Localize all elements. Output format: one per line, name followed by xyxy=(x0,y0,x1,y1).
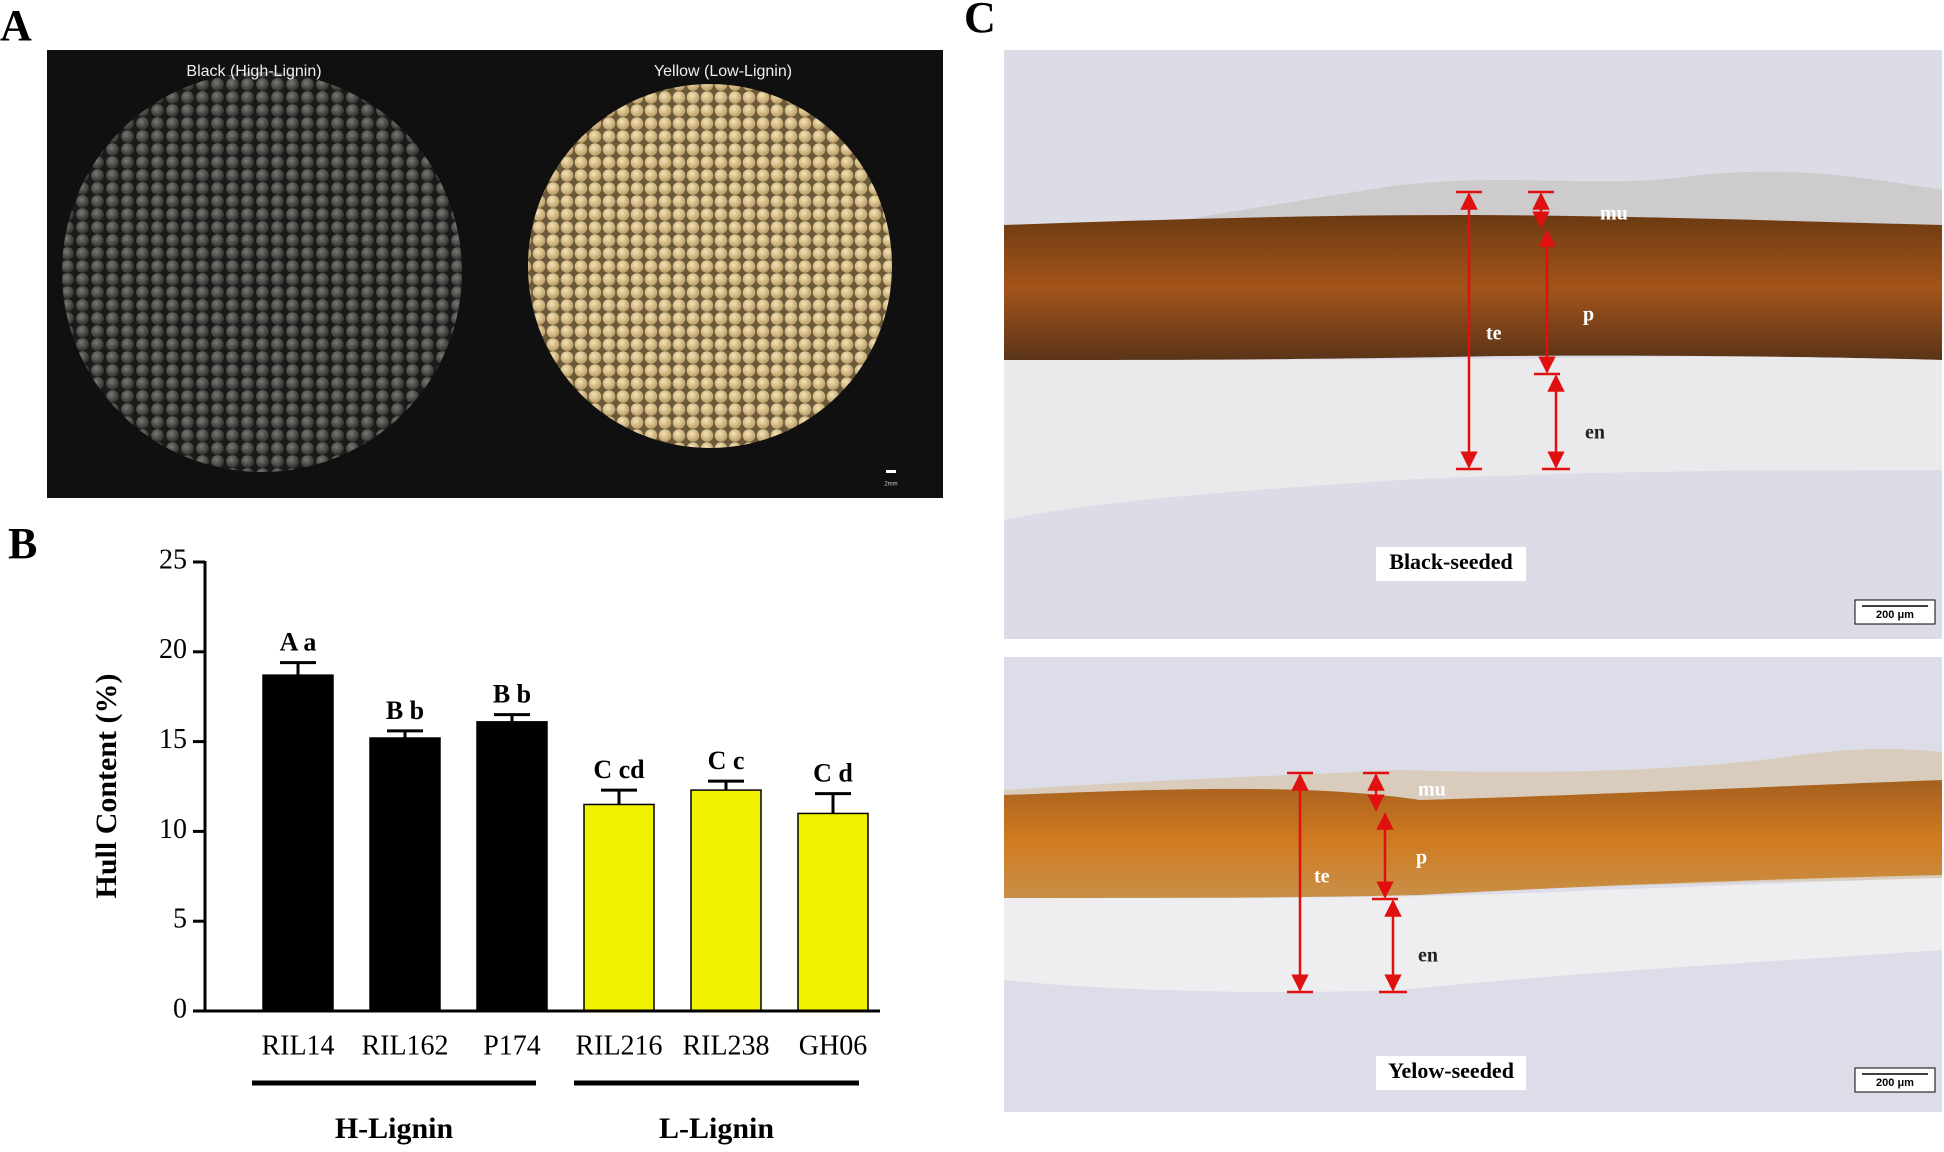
bar xyxy=(797,812,869,1012)
x-tick-label: GH06 xyxy=(799,1030,867,1061)
layer-label: en xyxy=(1585,422,1605,444)
y-tick-label: 20 xyxy=(159,634,187,665)
bar xyxy=(369,737,441,1012)
scale-bar xyxy=(886,470,896,473)
layer-label: p xyxy=(1583,304,1594,326)
layer-label: mu xyxy=(1600,203,1628,225)
y-tick-label: 10 xyxy=(159,814,187,845)
y-tick-label: 25 xyxy=(159,544,187,575)
y-tick-label: 15 xyxy=(159,724,187,755)
significance-label: B b xyxy=(493,680,531,709)
significance-label: C d xyxy=(813,759,853,788)
layer-label: te xyxy=(1314,866,1330,888)
bar-chart: Hull Content (%) 0 5 10 15 20 25 A a RIL14 B b RIL… xyxy=(90,544,880,1145)
micrograph xyxy=(1004,657,1942,1112)
scale-label: 2mm xyxy=(884,482,897,488)
bar xyxy=(262,674,334,1012)
photo-caption: Yellow (Low-Lignin) xyxy=(654,63,792,80)
bar xyxy=(583,803,655,1012)
layer-label: en xyxy=(1418,945,1438,967)
y-tick-label: 5 xyxy=(173,904,187,935)
scale-label: 200 μm xyxy=(1876,609,1914,621)
significance-label: A a xyxy=(280,628,317,657)
yellow-seeds xyxy=(528,84,892,448)
group-label: H-Lignin xyxy=(335,1112,454,1145)
y-axis-title: Hull Content (%) xyxy=(90,674,123,899)
y-tick-label: 0 xyxy=(173,993,187,1024)
significance-label: B b xyxy=(386,696,424,725)
micrograph xyxy=(1004,50,1942,639)
significance-label: C c xyxy=(708,746,745,775)
scale-label: 200 μm xyxy=(1876,1077,1914,1089)
black-seeds xyxy=(62,72,462,472)
x-tick-label: P174 xyxy=(483,1030,541,1061)
layer-label: te xyxy=(1486,323,1502,345)
group-label: L-Lignin xyxy=(659,1112,774,1145)
layer-label: mu xyxy=(1418,779,1446,801)
x-tick-label: RIL216 xyxy=(575,1030,662,1061)
significance-label: C cd xyxy=(593,755,645,784)
bar xyxy=(690,789,762,1012)
x-tick-label: RIL238 xyxy=(682,1030,769,1061)
bar xyxy=(476,721,548,1012)
image-caption: Black-seeded xyxy=(1389,549,1512,574)
image-caption: Yelow-seeded xyxy=(1388,1058,1514,1083)
panel-label: B xyxy=(8,519,37,568)
photo-caption: Black (High-Lignin) xyxy=(186,63,321,80)
panel-label: A xyxy=(0,1,32,50)
x-tick-label: RIL14 xyxy=(261,1030,334,1061)
panel-label: C xyxy=(964,0,996,42)
layer-label: p xyxy=(1416,847,1427,869)
x-tick-label: RIL162 xyxy=(361,1030,448,1061)
